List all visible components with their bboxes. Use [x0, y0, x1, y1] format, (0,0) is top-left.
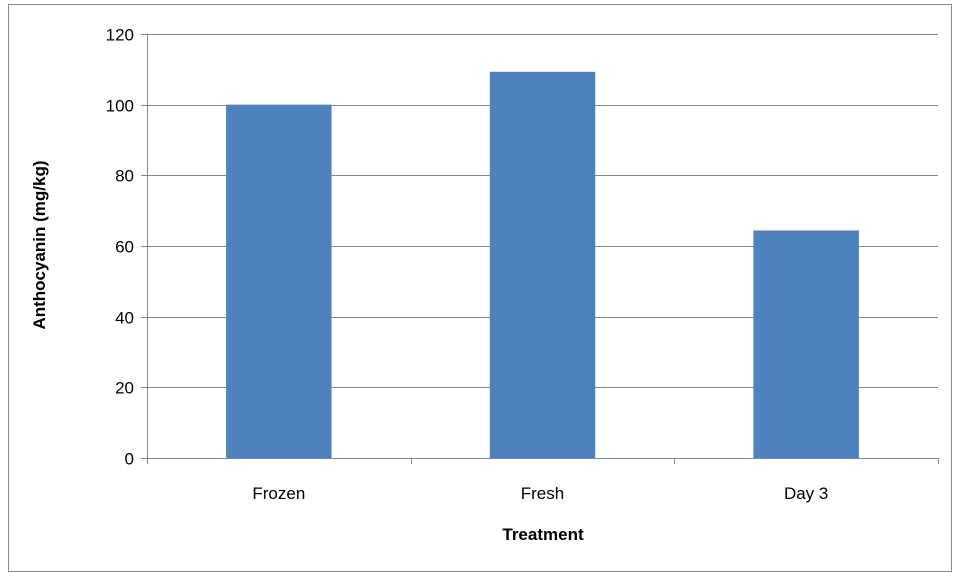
x-tick-label: Frozen: [252, 484, 305, 503]
y-tick-label: 60: [115, 238, 134, 257]
x-axis-title: Treatment: [502, 525, 584, 544]
y-tick-label: 40: [115, 309, 134, 328]
y-tick-label: 120: [106, 26, 134, 45]
x-tick-label: Fresh: [521, 484, 564, 503]
axes: [147, 34, 939, 464]
x-tick-label: Day 3: [784, 484, 828, 503]
bar-fresh: [489, 71, 596, 458]
y-tick-label: 80: [115, 167, 134, 186]
y-tick-label: 0: [125, 450, 134, 469]
bar-frozen: [226, 104, 332, 459]
y-tick-labels: 0 20 40 60 80 100 120: [106, 26, 134, 469]
y-axis-title: Anthocyanin (mg/kg): [30, 160, 49, 329]
x-tick-labels: Frozen Fresh Day 3: [252, 484, 828, 503]
y-tick-label: 100: [106, 97, 134, 116]
bars: [226, 71, 859, 459]
bar-day-3: [753, 230, 859, 458]
y-tick-label: 20: [115, 379, 134, 398]
